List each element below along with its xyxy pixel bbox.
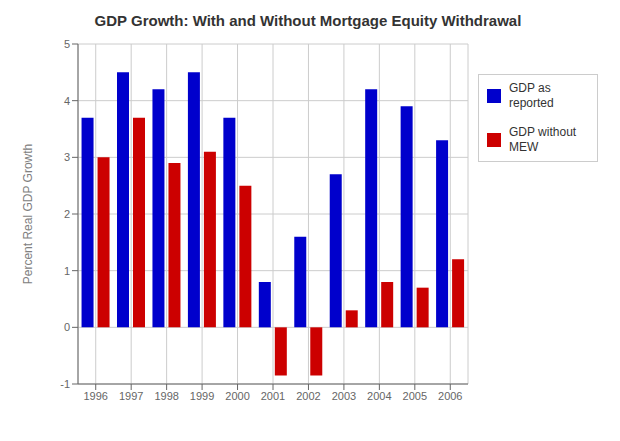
- svg-text:1999: 1999: [190, 390, 214, 402]
- svg-text:2005: 2005: [403, 390, 427, 402]
- svg-text:1: 1: [64, 265, 70, 277]
- svg-text:2002: 2002: [296, 390, 320, 402]
- svg-text:2001: 2001: [261, 390, 285, 402]
- svg-text:2000: 2000: [225, 390, 249, 402]
- svg-text:1998: 1998: [154, 390, 178, 402]
- svg-text:-1: -1: [60, 378, 70, 390]
- svg-text:1996: 1996: [83, 390, 107, 402]
- svg-text:1997: 1997: [119, 390, 143, 402]
- svg-text:5: 5: [64, 38, 70, 50]
- svg-text:0: 0: [64, 321, 70, 333]
- svg-text:3: 3: [64, 151, 70, 163]
- svg-text:4: 4: [64, 95, 70, 107]
- svg-text:2004: 2004: [367, 390, 391, 402]
- html-text:GDP without: GDP without: [509, 125, 577, 139]
- svg-text:2006: 2006: [438, 390, 462, 402]
- html-text:GDP as: GDP as: [509, 81, 551, 95]
- html-text:GDP Growth: With and Without M: GDP Growth: With and Without Mortgage Eq…: [94, 12, 522, 29]
- svg-text:2003: 2003: [332, 390, 356, 402]
- html-text:reported: reported: [509, 96, 554, 110]
- svg-text:2: 2: [64, 208, 70, 220]
- svg-text:Percent Real GDP Growth: Percent Real GDP Growth: [21, 144, 35, 285]
- html-text:MEW: MEW: [509, 140, 539, 154]
